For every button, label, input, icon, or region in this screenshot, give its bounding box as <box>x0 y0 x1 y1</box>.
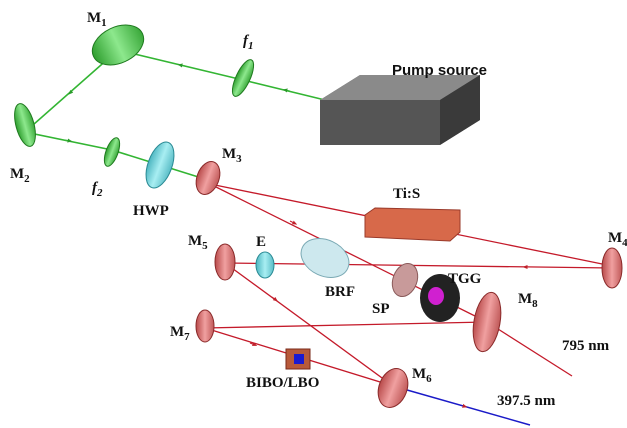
label: M8 <box>518 291 538 310</box>
hwp <box>145 141 175 189</box>
label: HWP <box>133 203 169 219</box>
label: M6 <box>412 366 432 385</box>
label-part: 8 <box>532 298 538 310</box>
tis-crystal <box>364 207 461 242</box>
arrow <box>282 88 291 93</box>
brf <box>300 238 350 278</box>
lens-f1 <box>231 59 255 97</box>
arrow <box>289 220 298 225</box>
arrow <box>68 89 74 95</box>
mirror-m4 <box>601 247 623 289</box>
label-part: M <box>608 230 622 246</box>
pump-beam <box>23 49 326 181</box>
sp <box>391 263 419 297</box>
mirror-m7 <box>195 309 215 343</box>
mirror-m2 <box>14 103 36 147</box>
arrow <box>249 342 258 346</box>
lens-f2 <box>103 137 121 167</box>
tgg-core <box>428 287 444 305</box>
mirror-m1 <box>91 24 145 66</box>
arrow <box>177 63 186 68</box>
label: BIBO/LBO <box>246 375 319 391</box>
mirror-m6 <box>377 368 409 408</box>
label-part: 7 <box>184 331 190 343</box>
label-part: 2 <box>96 187 103 199</box>
label-part: M <box>10 166 24 182</box>
label: f1 <box>243 33 254 52</box>
pump-side <box>440 75 480 145</box>
label-part: M <box>518 291 532 307</box>
beam <box>486 321 573 377</box>
beam <box>224 262 613 269</box>
label-part: 1 <box>101 17 107 29</box>
mirror-m5 <box>214 243 236 281</box>
beams <box>23 49 613 426</box>
label-part: M <box>222 146 236 162</box>
label: BRF <box>325 284 355 300</box>
pump-top <box>320 75 480 100</box>
mirror-m8 <box>472 291 502 353</box>
bibo-core <box>294 354 304 364</box>
label-part: 1 <box>248 40 254 52</box>
label-part: M <box>170 324 184 340</box>
label: E <box>256 234 266 250</box>
label: M7 <box>170 324 190 343</box>
label-part: 4 <box>622 237 627 249</box>
label-part: M <box>87 10 101 26</box>
label: 397.5 nm <box>497 393 556 409</box>
label: TGG <box>448 271 482 287</box>
label: M2 <box>10 166 30 185</box>
label-part: 6 <box>426 373 432 385</box>
components <box>14 24 623 408</box>
label: 795 nm <box>562 338 610 354</box>
label-part: M <box>188 233 202 249</box>
label: Ti:S <box>393 186 420 202</box>
etalon <box>255 251 275 279</box>
beam <box>204 321 488 329</box>
arrow <box>64 138 73 143</box>
beam <box>224 262 394 387</box>
label-part: M <box>412 366 426 382</box>
label-part: 3 <box>236 153 242 165</box>
label: f2 <box>92 180 103 199</box>
label: M5 <box>188 233 208 252</box>
label-part: f <box>243 33 250 49</box>
label-part: 2 <box>24 173 30 185</box>
mirror-m3 <box>195 161 221 195</box>
arrow <box>459 403 468 408</box>
label: M3 <box>222 146 242 165</box>
label: Pump source <box>392 62 487 79</box>
labels: M1 f1 Pump source M2 f2 HWP M3 Ti:S M4 M… <box>10 10 627 409</box>
label-part: 5 <box>202 240 208 252</box>
label: M4 <box>608 230 627 249</box>
label-part: f <box>92 180 99 196</box>
arrow <box>271 296 278 302</box>
label: SP <box>372 301 390 317</box>
label: M1 <box>87 10 107 29</box>
